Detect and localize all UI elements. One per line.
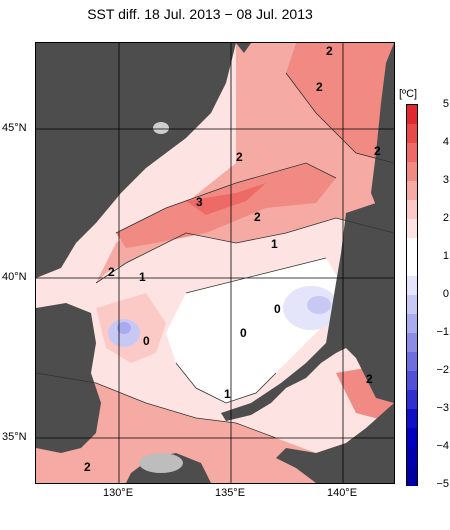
sst-zone-neg-east-core xyxy=(307,296,331,314)
sst-zone-3c-ne xyxy=(286,43,394,163)
colorbar-segment xyxy=(407,181,417,201)
colorbar-tick: −1 xyxy=(436,326,449,338)
contour-label: 0 xyxy=(143,334,150,348)
colorbar-segment xyxy=(407,238,417,258)
land-asia-edge xyxy=(236,43,251,53)
colorbar-segment xyxy=(407,219,417,239)
contour-label: 1 xyxy=(271,237,278,251)
colorbar-segment xyxy=(407,409,417,429)
colorbar-tick: 1 xyxy=(442,250,449,262)
colorbar-segment xyxy=(407,466,417,486)
colorbar-segment xyxy=(407,314,417,334)
colorbar xyxy=(406,104,418,486)
colorbar-segment xyxy=(407,295,417,315)
contour-label: 3 xyxy=(196,195,203,209)
land-honshu xyxy=(221,203,394,421)
contour-label: 2 xyxy=(236,150,243,164)
colorbar-segment xyxy=(407,276,417,296)
contour-label-group: 2 2 2 2 3 2 1 2 1 0 0 0 1 2 2 2 xyxy=(84,44,381,474)
colorbar-tick: −2 xyxy=(436,364,449,376)
colorbar-segment xyxy=(407,447,417,467)
land-sakhalin xyxy=(371,43,394,218)
contour-label: 2 xyxy=(366,372,373,386)
contour-label: 1 xyxy=(224,387,231,401)
colorbar-tick: 4 xyxy=(442,136,449,148)
colorbar-segment xyxy=(407,105,417,125)
colorbar-segment xyxy=(407,143,417,163)
sst-map: 2 2 2 2 3 2 1 2 1 0 0 0 1 2 2 2 xyxy=(35,42,395,484)
colorbar-segment xyxy=(407,200,417,220)
contour-label: 2 xyxy=(316,80,323,94)
colorbar-tick: 2 xyxy=(442,212,449,224)
colorbar-segment xyxy=(407,162,417,182)
contour-label: 2 xyxy=(108,265,115,279)
sst-field: 2 2 2 2 3 2 1 2 1 0 0 0 1 2 2 2 xyxy=(36,43,394,483)
colorbar-tick: −5 xyxy=(436,478,449,490)
colorbar-tick: −3 xyxy=(436,402,449,414)
contour-label: 2 xyxy=(374,144,381,158)
colorbar-segment xyxy=(407,390,417,410)
land-asia-north xyxy=(36,43,236,278)
colorbar-tick: 0 xyxy=(442,288,449,300)
lon-label-135e: 135°E xyxy=(214,487,246,499)
contour-label: 2 xyxy=(326,44,333,58)
lon-label-140e: 140°E xyxy=(326,487,358,499)
island-lake xyxy=(153,122,169,134)
colorbar-segment xyxy=(407,428,417,448)
colorbar-segment xyxy=(407,371,417,391)
colorbar-segment xyxy=(407,352,417,372)
colorbar-segment xyxy=(407,257,417,277)
island-tsushima xyxy=(139,453,183,473)
contour-label: 0 xyxy=(274,302,281,316)
contour-label: 2 xyxy=(254,210,261,224)
lat-label-35n: 35°N xyxy=(2,431,27,443)
map-title: SST diff. 18 Jul. 2013 − 08 Jul. 2013 xyxy=(87,6,313,22)
graticule xyxy=(36,43,394,483)
sst-zone-neg-west-core xyxy=(117,322,131,334)
colorbar-segment xyxy=(407,124,417,144)
colorbar-unit: [ºC] xyxy=(399,88,418,100)
sst-zone-3c-core xyxy=(186,183,266,215)
colorbar-segment xyxy=(407,333,417,353)
contour-label: 1 xyxy=(139,270,146,284)
contour-label: 2 xyxy=(84,460,91,474)
colorbar-tick: −4 xyxy=(436,440,449,452)
colorbar-tick: 3 xyxy=(442,174,449,186)
contour-label: 0 xyxy=(240,326,247,340)
lat-label-45n: 45°N xyxy=(2,122,27,134)
land-japan-south xyxy=(276,403,394,483)
lon-label-130e: 130°E xyxy=(102,487,134,499)
contour-lines xyxy=(36,72,394,439)
colorbar-tick: 5 xyxy=(442,98,449,110)
lat-label-40n: 40°N xyxy=(2,271,27,283)
land-korea xyxy=(36,303,101,453)
